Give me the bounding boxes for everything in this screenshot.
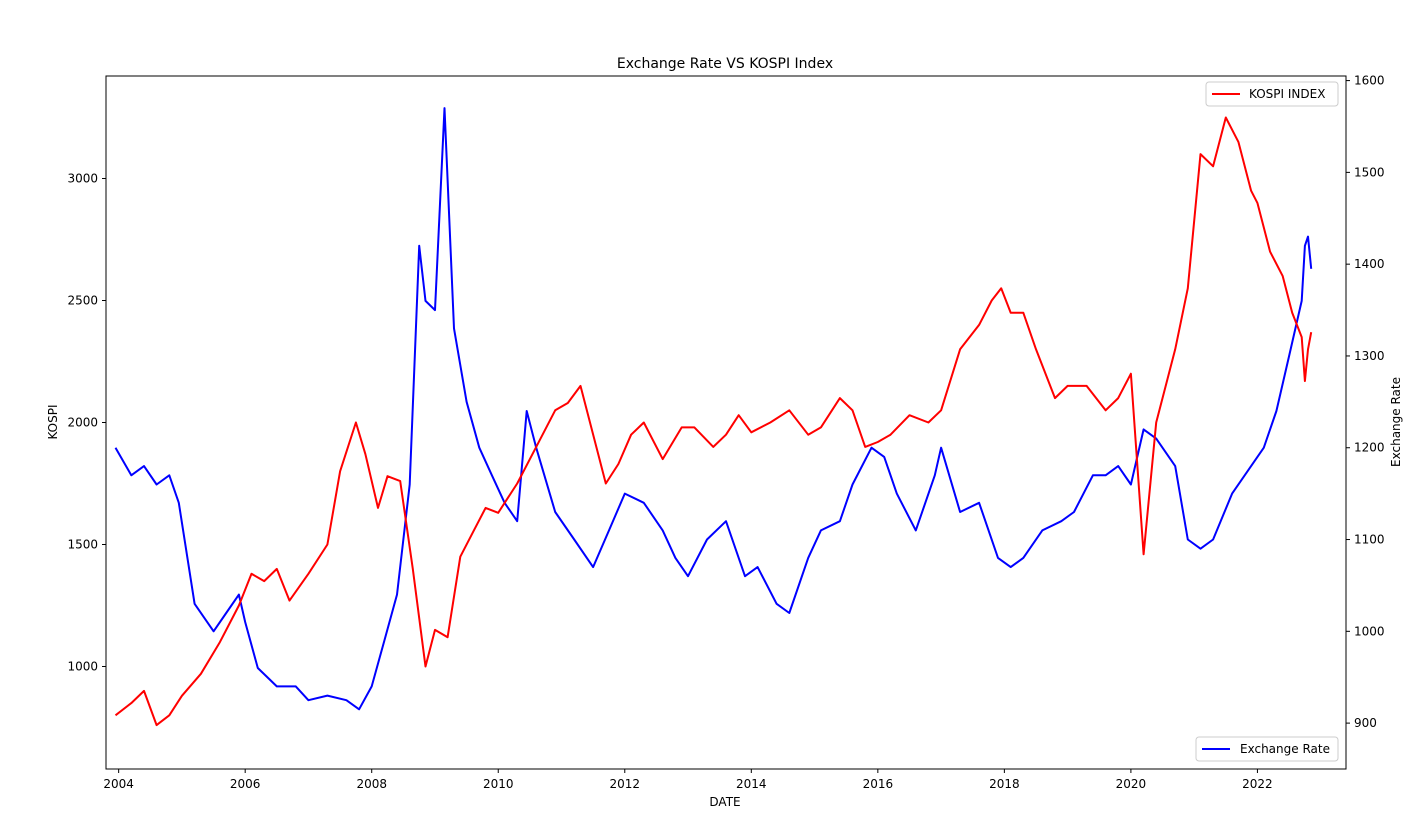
y-axis-right: 900 1000 1100 1200 1300 1400 1500 1600	[1346, 74, 1385, 730]
y-right-tick-label: 1600	[1354, 74, 1385, 88]
series-layer	[114, 107, 1313, 727]
x-tick-label: 2020	[1116, 777, 1147, 791]
y-right-tick-label: 1200	[1354, 441, 1385, 455]
legend-kospi-label: KOSPI INDEX	[1249, 87, 1325, 101]
x-tick-label: 2014	[736, 777, 767, 791]
kospi-series-line	[114, 116, 1313, 727]
legend-kospi: KOSPI INDEX	[1205, 81, 1339, 107]
legend-kospi-box	[1205, 81, 1339, 107]
x-tick-label: 2016	[863, 777, 894, 791]
y-left-tick-label: 2500	[67, 293, 98, 307]
y-axis-right-title: Exchange Rate	[1389, 377, 1403, 467]
y-right-tick-label: 1100	[1354, 533, 1385, 547]
y-left-tick-label: 1500	[67, 538, 98, 552]
y-left-tick-label: 1000	[67, 660, 98, 674]
x-axis-title: DATE	[709, 795, 740, 809]
y-right-tick-label: 1300	[1354, 349, 1385, 363]
y-axis-left-title: KOSPI	[46, 404, 60, 439]
x-tick-label: 2010	[483, 777, 514, 791]
y-right-tick-label: 1000	[1354, 624, 1385, 638]
x-tick-label: 2006	[230, 777, 261, 791]
legend-exchange: Exchange Rate	[1195, 736, 1339, 762]
legend-exchange-box	[1195, 736, 1339, 762]
y-axis-left: 1000 1500 2000 2500 3000	[67, 171, 106, 674]
chart-title: Exchange Rate VS KOSPI Index	[617, 56, 833, 72]
x-axis: 2004 2006 2008 2010 2012 2014 2016 2018 2020 2022	[103, 769, 1273, 791]
x-tick-label: 2012	[610, 777, 641, 791]
x-tick-label: 2022	[1242, 777, 1273, 791]
y-right-tick-label: 900	[1354, 716, 1377, 730]
y-left-tick-label: 2000	[67, 416, 98, 430]
x-tick-label: 2004	[103, 777, 134, 791]
exchange-rate-series-line	[114, 107, 1313, 711]
x-tick-label: 2018	[989, 777, 1020, 791]
y-right-tick-label: 1400	[1354, 257, 1385, 271]
y-left-tick-label: 3000	[67, 171, 98, 185]
x-tick-label: 2008	[356, 777, 387, 791]
legend-exchange-label: Exchange Rate	[1240, 742, 1330, 756]
y-right-tick-label: 1500	[1354, 165, 1385, 179]
